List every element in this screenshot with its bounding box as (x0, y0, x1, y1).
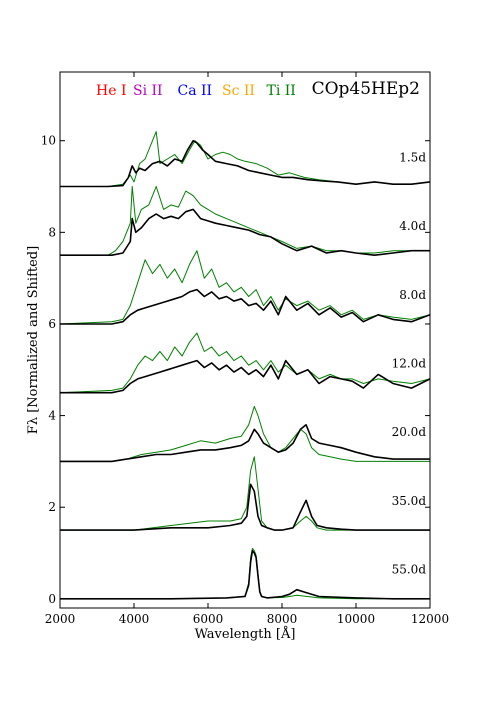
y-axis-label: Fλ [Normalized and Shifted] (26, 246, 41, 434)
legend-entry: Ti II (267, 83, 296, 99)
series-layer (59, 131, 431, 600)
legend-entry: Ca II (178, 83, 213, 99)
x-axis-label: Wavelength [Å] (195, 626, 296, 642)
y-tick-label: 6 (48, 317, 56, 331)
ticks-layer: 2000 4000 6000 8000 10000 12000 0 2 4 6 8 10 (41, 72, 449, 626)
epoch-label: 35.0d (392, 494, 427, 508)
x-tick-label: 10000 (337, 612, 375, 626)
series-line-12.0d-model (60, 359, 431, 394)
epoch-label: 20.0d (392, 425, 427, 439)
series-line-8.0d-ti (59, 250, 431, 325)
plot-frame (59, 71, 431, 609)
y-tick-label: 0 (48, 592, 56, 606)
epoch-label: 8.0d (399, 288, 426, 302)
x-tick-label: 6000 (193, 612, 224, 626)
x-tick-label: 12000 (411, 612, 449, 626)
labels-layer: 1.5d 4.0d 8.0d 12.0d 20.0d 35.0d 55.0d (392, 150, 427, 576)
y-tick-label: 4 (48, 409, 56, 423)
legend: He I Si II Ca II Sc II Ti II (96, 83, 296, 99)
x-tick-label: 8000 (267, 612, 298, 626)
epoch-label: 12.0d (392, 356, 427, 370)
y-tick-label: 8 (48, 225, 56, 239)
y-tick-label: 2 (48, 500, 56, 514)
epoch-label: 4.0d (399, 219, 426, 233)
series-line-1.5d-model (60, 139, 431, 188)
series-line-35.0d-model (60, 483, 430, 531)
y-tick-label: 10 (41, 134, 56, 148)
series-line-20.0d-model (60, 423, 430, 463)
legend-entry: Sc II (222, 83, 255, 99)
series-line-55.0d-model (60, 549, 430, 600)
series-line-4.0d-model (60, 208, 430, 256)
epoch-label: 55.0d (392, 563, 427, 577)
legend-entry: He I (96, 83, 126, 99)
epoch-label: 1.5d (399, 150, 426, 164)
chart-title: COp45HEp2 (312, 79, 420, 99)
x-tick-label: 2000 (45, 612, 76, 626)
legend-entry: Si II (133, 83, 163, 99)
series-line-20.0d-ti (60, 405, 430, 462)
x-tick-label: 4000 (119, 612, 150, 626)
series-line-8.0d-model (60, 288, 431, 325)
